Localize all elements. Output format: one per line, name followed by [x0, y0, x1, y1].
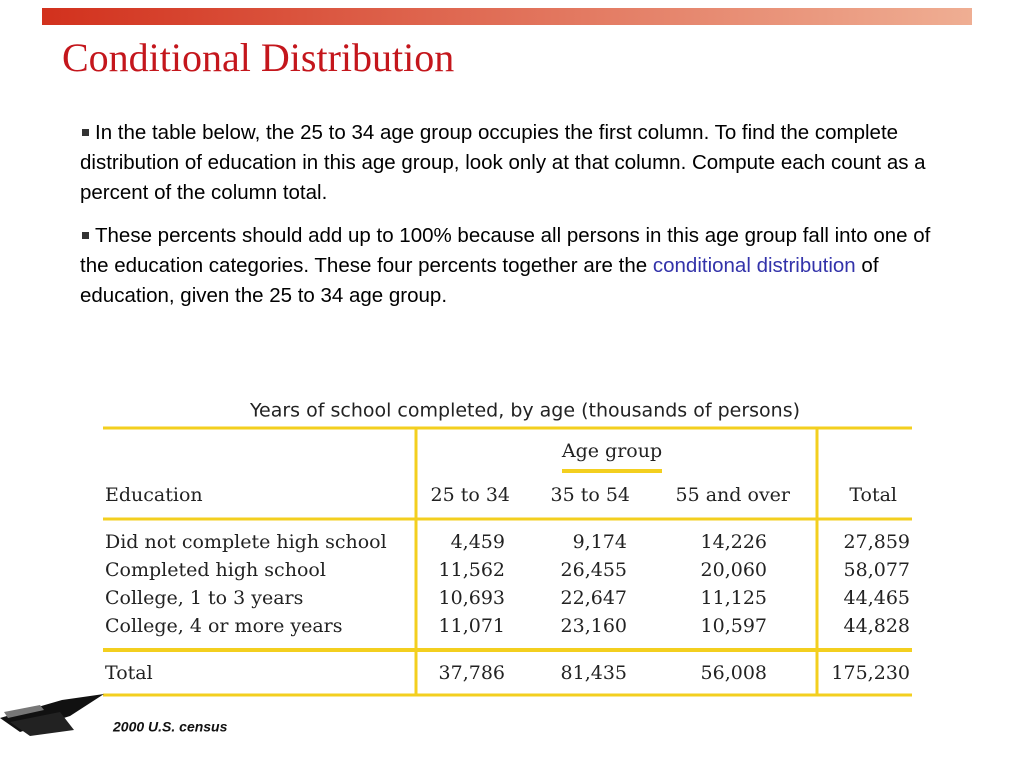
- row-cell: 26,455: [561, 559, 627, 581]
- row-cell: 20,060: [701, 559, 767, 581]
- row-cell: 14,226: [701, 531, 767, 553]
- bullet-marker: [82, 231, 89, 239]
- row-cell: 23,160: [561, 615, 627, 637]
- bullet-text: In the table below, the 25 to 34 age gro…: [80, 121, 926, 204]
- row-label: Did not complete high school: [105, 531, 387, 553]
- grad-cap-icon: [0, 694, 104, 736]
- row-cell: 10,597: [701, 615, 767, 637]
- row-cell: 11,125: [701, 587, 767, 609]
- column-header: 25 to 34: [430, 484, 510, 506]
- header-bar: [42, 8, 972, 25]
- row-label: College, 4 or more years: [105, 615, 343, 637]
- row-cell: 27,859: [844, 531, 910, 553]
- row-cell: 11,562: [439, 559, 505, 581]
- footnote: 2000 U.S. census: [112, 719, 228, 735]
- bullet-marker: [82, 128, 89, 136]
- group-header: Age group: [561, 440, 662, 462]
- row-cell: 9,174: [573, 531, 627, 553]
- table-caption: Years of school completed, by age (thous…: [249, 400, 800, 422]
- column-header: 35 to 54: [550, 484, 630, 506]
- bullet: In the table below, the 25 to 34 age gro…: [80, 118, 960, 208]
- slide-title: Conditional Distribution: [62, 35, 455, 80]
- bullet-list: In the table below, the 25 to 34 age gro…: [80, 118, 960, 324]
- bullet-text: These percents should add up to 100% bec…: [80, 224, 931, 277]
- total-cell: 56,008: [701, 662, 767, 684]
- row-cell: 44,828: [844, 615, 910, 637]
- total-label: Total: [105, 662, 153, 684]
- highlight-text: conditional distribution: [652, 254, 856, 277]
- row-cell: 44,465: [844, 587, 910, 609]
- total-cell: 81,435: [561, 662, 627, 684]
- row-label: College, 1 to 3 years: [105, 587, 303, 609]
- row-cell: 11,071: [439, 615, 505, 637]
- column-header: Total: [849, 484, 897, 506]
- row-cell: 22,647: [561, 587, 627, 609]
- total-cell: 175,230: [831, 662, 910, 684]
- total-cell: 37,786: [439, 662, 505, 684]
- column-header: Education: [105, 484, 203, 506]
- row-cell: 10,693: [439, 587, 505, 609]
- row-cell: 58,077: [844, 559, 910, 581]
- table: Years of school completed, by age (thous…: [103, 400, 912, 697]
- bullet: These percents should add up to 100% bec…: [80, 221, 960, 311]
- column-header: 55 and over: [676, 484, 791, 506]
- row-cell: 4,459: [451, 531, 505, 553]
- bullet-text: of education, given the 25 to 34 age gro…: [80, 254, 879, 307]
- row-label: Completed high school: [105, 559, 326, 581]
